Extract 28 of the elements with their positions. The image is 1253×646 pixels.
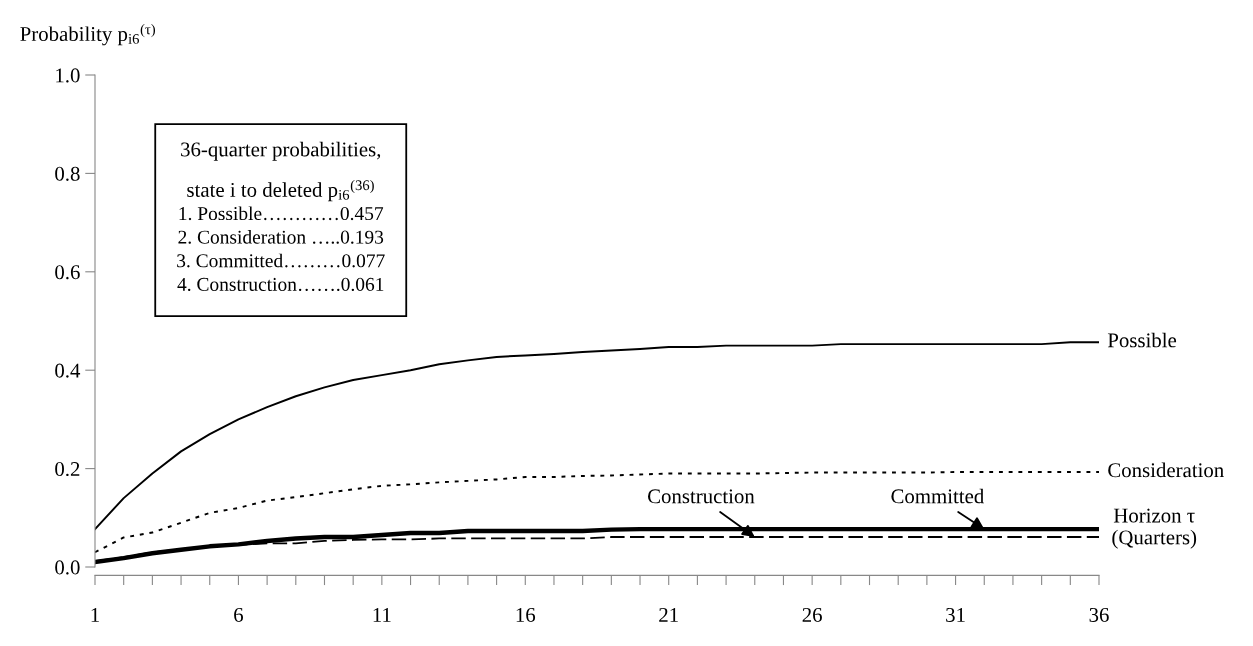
x-tick-label: 6 [234,607,244,622]
x-tick-label: 31 [946,607,965,622]
y-tick-label: 0.6 [55,265,80,280]
series-label: Consideration [1108,462,1224,478]
line-series [95,471,1099,554]
annotation: 1. Possible…………0.457 [179,206,384,221]
series-label: Possible [1107,332,1177,348]
x-tick-label: 26 [802,607,822,622]
x-tick-label: 16 [516,607,536,622]
x-tick-label: 1 [91,607,99,622]
y-axis-title: Probability p$_{i6}$$^{(τ)}$ [20,24,155,46]
line-series [95,341,1099,531]
annotation: state i to deleted p$_{i6}$$^{(36)}$ [187,179,374,202]
y-tick-label: 0.0 [55,560,80,575]
series-label: Construction [647,489,755,504]
x-axis-title: Horizon τ (Quarters) [1112,508,1197,549]
x-tick-label: 36 [1089,607,1109,622]
y-tick-label: 0.4 [55,363,81,378]
x-tick-label: 21 [659,607,678,622]
annotation: 36-quarter probabilities, [181,141,381,161]
annotation: 4. Construction…….0.061 [177,277,384,292]
annotation: 3. Committed………0.077 [177,253,385,268]
x-tick-label: 11 [373,607,391,622]
y-tick-label: 1.0 [56,68,80,83]
series-label: Committed [891,488,984,504]
y-tick-label: 0.2 [55,461,80,477]
y-tick-label: 0.8 [55,166,80,181]
annotation: 2. Consideration …..0.193 [178,230,384,244]
